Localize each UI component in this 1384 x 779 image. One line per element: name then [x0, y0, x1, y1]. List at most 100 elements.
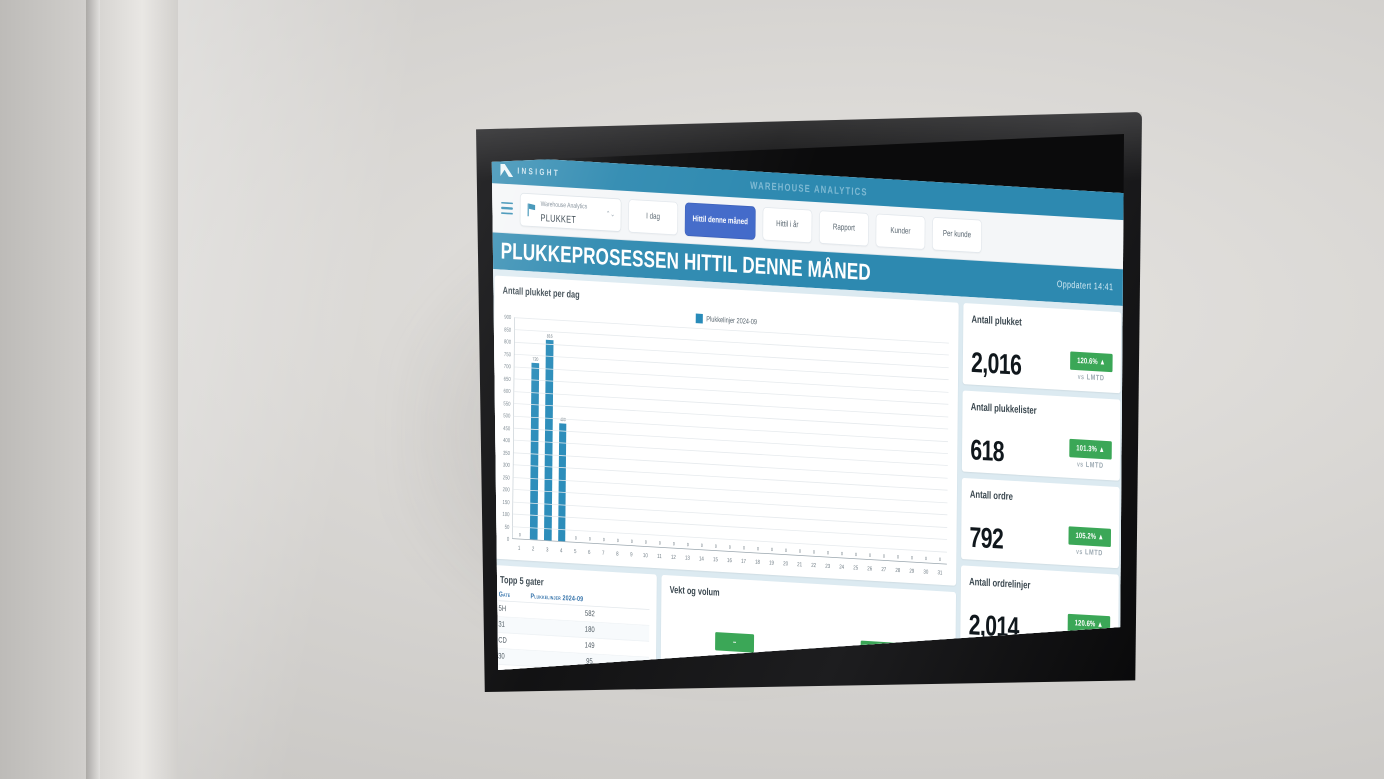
- x-axis-tick: 22: [811, 561, 817, 569]
- chevron-updown-icon[interactable]: ⌃⌄: [605, 209, 615, 219]
- x-axis-tick: 5: [573, 547, 577, 555]
- chart-bar-label: 0: [812, 550, 815, 556]
- kpi-row: 618 101.3% ▲ vs LMTD: [970, 433, 1112, 472]
- y-axis-tick: 650: [503, 374, 511, 383]
- chart-bar-label: 0: [714, 544, 717, 550]
- nav-button-rapport[interactable]: Rapport: [818, 209, 869, 247]
- y-axis-tick: 700: [503, 362, 511, 370]
- x-axis-tick: 14: [698, 554, 704, 563]
- kpi-value: 792: [969, 520, 1004, 556]
- legend-swatch-icon: [695, 313, 703, 324]
- kpi-delta-group: 101.3% ▲ vs LMTD: [1069, 438, 1112, 472]
- y-axis-tick: 150: [502, 497, 510, 506]
- x-axis-tick: 15: [713, 555, 718, 564]
- hamburger-menu-icon[interactable]: [501, 201, 513, 215]
- x-axis-tick: 29: [909, 567, 915, 575]
- wall-corner-edge: [86, 0, 100, 779]
- y-axis-tick: 850: [504, 325, 512, 333]
- kpi-title: Antall ordre: [969, 487, 1013, 503]
- x-axis-tick: 24: [839, 562, 845, 571]
- legend-label: Plukkelinjer 2024-09: [706, 314, 758, 327]
- chart-bar-label: 0: [728, 545, 731, 551]
- left-column: Antall plukket per dag Plukkelinjer 2024…: [491, 275, 959, 670]
- kpi-title: Antall ordrelinjer: [969, 575, 1031, 591]
- chart-bar-label: 0: [868, 553, 872, 559]
- y-axis-tick: 500: [503, 411, 511, 420]
- kpi-row: 2,016 120.6% ▲ vs LMTD: [971, 346, 1113, 385]
- chart-bar-label: 0: [658, 541, 661, 547]
- x-axis-tick: 11: [657, 552, 662, 560]
- status-badge: 120.6% ▲: [1069, 351, 1113, 373]
- x-axis-tick: 4: [559, 546, 563, 554]
- nav-button-hittil-i-aar[interactable]: Hittil i år: [762, 206, 813, 243]
- x-axis-tick: 8: [616, 549, 619, 558]
- chart-bar-label: 0: [939, 557, 942, 563]
- chart-bar-label: 0: [840, 551, 843, 557]
- chart-bar-label: 0: [630, 539, 633, 545]
- y-axis-tick: 250: [502, 473, 510, 481]
- chart-bar: [530, 362, 540, 540]
- kpi-value: 618: [970, 433, 1005, 468]
- kpi-card: Antall plukkelister 618 101.3% ▲ vs LMTD: [961, 390, 1121, 481]
- chart-y-axis: 900 850 800 750 700 650 600 550 500 450 400 350 300 2…: [496, 313, 513, 543]
- gates-table: Gate Plukkelinjer 2024-09 5H 582 31 180 CD 14…: [498, 589, 650, 670]
- nav-button-kunder[interactable]: Kunder: [875, 213, 926, 250]
- x-axis-tick: 13: [684, 553, 690, 562]
- dataset-selector[interactable]: Warehouse Analytics PLUKKET ⌃⌄: [519, 192, 622, 232]
- chart-bar-label: 0: [518, 533, 521, 538]
- chart-bar-label: 0: [770, 547, 773, 553]
- y-axis-tick: 0: [506, 535, 510, 543]
- chart-bar-label: 0: [672, 542, 675, 547]
- x-axis-tick: 1: [517, 544, 521, 552]
- x-axis-tick: 7: [602, 549, 605, 557]
- gate-name: CD: [498, 636, 507, 646]
- x-axis-tick: 19: [769, 558, 775, 567]
- y-axis-tick: 550: [503, 399, 511, 407]
- chart-bar-label: 0: [882, 554, 886, 560]
- chart-bar-label: 720: [532, 356, 539, 363]
- x-axis-tick: 3: [545, 545, 549, 554]
- monitor-screen: INSIGHT WAREHOUSE ANALYTICS Warehouse An…: [491, 134, 1124, 670]
- wall-mounted-monitor: INSIGHT WAREHOUSE ANALYTICS Warehouse An…: [470, 112, 1142, 692]
- kpi-row: 792 105.2% ▲ vs LMTD: [969, 520, 1112, 560]
- kpi-title: Antall plukket: [971, 313, 1022, 328]
- x-axis-tick: 28: [895, 566, 901, 574]
- gate-name: 5H: [498, 604, 507, 614]
- chart-bar-label: 0: [826, 551, 829, 557]
- nav-button-per-kunde[interactable]: Per kunde: [932, 216, 982, 253]
- y-axis-tick: 450: [503, 423, 511, 432]
- daily-picks-chart-card: Antall plukket per dag Plukkelinjer 2024…: [491, 275, 959, 586]
- top-gates-card: Topp 5 gater Gate Plukkelinjer 2024-09 5…: [491, 564, 657, 670]
- chart-bar: [558, 423, 567, 542]
- y-axis-tick: 600: [503, 387, 511, 395]
- y-axis-tick: 100: [502, 510, 510, 518]
- y-axis-tick: 300: [502, 460, 510, 469]
- x-axis-tick: 12: [670, 553, 676, 561]
- x-axis-tick: 18: [755, 558, 761, 566]
- status-badge: 105.2% ▲: [1068, 526, 1112, 548]
- selector-value: PLUKKET: [540, 211, 577, 226]
- y-axis-tick: 800: [503, 337, 512, 346]
- y-axis-tick: 400: [503, 436, 511, 444]
- nav-button-hittil-denne-maaned[interactable]: Hittil denne måned: [684, 201, 756, 240]
- x-axis-tick: 31: [937, 568, 943, 577]
- chart-bar-label: 0: [588, 537, 591, 543]
- kpi-comparison-label: vs LMTD: [1076, 547, 1103, 558]
- y-axis-tick: 50: [504, 522, 510, 531]
- x-axis-tick: 27: [881, 565, 887, 573]
- x-axis-tick: 2: [531, 544, 535, 553]
- chart-bar-label: 0: [644, 540, 647, 546]
- x-axis-tick: 6: [588, 548, 591, 556]
- chart-bar-label: 0: [854, 552, 857, 558]
- flag-icon: [526, 202, 536, 217]
- chart-bar-label: 0: [686, 542, 689, 548]
- dashboard-content: Antall plukket per dag Plukkelinjer 2024…: [491, 268, 1124, 670]
- app-logo: INSIGHT: [500, 164, 560, 180]
- nav-button-i-dag[interactable]: I dag: [628, 198, 678, 235]
- selector-subtitle: Warehouse Analytics: [540, 199, 588, 211]
- chart-bar-label: 816: [546, 334, 553, 340]
- chart-bar-label: 0: [756, 547, 759, 552]
- kpi-comparison-label: vs LMTD: [1076, 459, 1104, 471]
- chart-bar-label: 0: [602, 537, 605, 543]
- kpi-title: Antall plukkelister: [970, 400, 1037, 417]
